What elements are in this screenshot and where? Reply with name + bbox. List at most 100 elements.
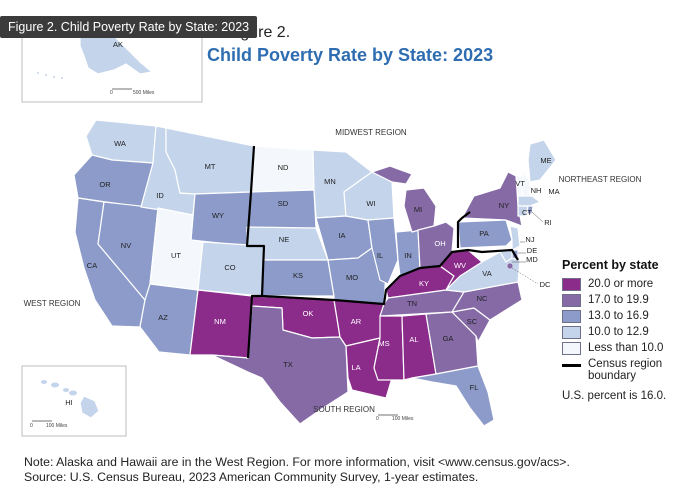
state-dc [506, 262, 514, 270]
state-tx [211, 305, 349, 425]
region-boundary-west [245, 145, 266, 359]
state-label-id: ID [156, 191, 164, 200]
state-label-wv: WV [454, 261, 466, 270]
state-ma [517, 195, 541, 207]
state-label-ar: AR [351, 317, 362, 326]
region-boundary-south [261, 248, 519, 306]
state-label-mi: MI [414, 205, 422, 214]
state-label-vt: VT [515, 179, 525, 188]
state-label-dc: DC [540, 280, 551, 289]
state-label-la: LA [351, 363, 360, 372]
figure-title: Child Poverty Rate by State: 2023 [207, 45, 494, 65]
state-label-ga: GA [443, 334, 454, 343]
state-label-ri: RI [544, 218, 552, 227]
state-label-pa: PA [479, 229, 488, 238]
state-az [139, 283, 199, 356]
state-label-ky: KY [419, 279, 429, 288]
state-label-va: VA [482, 269, 491, 278]
legend-swatch [562, 277, 581, 291]
state-label-nd: ND [278, 163, 289, 172]
scale-distance-south: 100 Miles [392, 416, 414, 422]
state-label-me: ME [540, 156, 551, 165]
legend-item: 13.0 to 16.9 [562, 308, 687, 324]
state-label-co: CO [224, 263, 235, 272]
hawaii-inset: HI 0 100 Miles [21, 365, 127, 437]
state-label-ak: AK [113, 40, 123, 49]
legend-item: 10.0 to 12.9 [562, 324, 687, 340]
state-label-de: DE [527, 246, 537, 255]
figure-tooltip: Figure 2. Child Poverty Rate by State: 2… [0, 16, 258, 38]
state-label-in: IN [404, 251, 412, 260]
state-label-ms: MS [378, 339, 389, 348]
state-label-ks: KS [293, 271, 303, 280]
legend-swatch [562, 325, 581, 339]
state-label-sc: SC [467, 317, 478, 326]
state-il [367, 217, 399, 285]
legend-label: 10.0 to 12.9 [588, 326, 649, 338]
state-label-nc: NC [477, 294, 488, 303]
legend-swatch [562, 309, 581, 323]
state-label-fl: FL [470, 383, 479, 392]
state-label-al: AL [409, 335, 418, 344]
state-label-nh: NH [531, 186, 542, 195]
legend-label: 17.0 to 19.9 [588, 294, 649, 306]
state-label-nv: NV [121, 241, 131, 250]
note-line: Note: Alaska and Hawaii are in the West … [24, 455, 570, 469]
region-label-northeast: NORTHEAST REGION [559, 175, 642, 184]
state-label-mn: MN [324, 177, 336, 186]
state-label-sd: SD [278, 199, 289, 208]
state-nj [509, 225, 521, 251]
legend-item: 17.0 to 19.9 [562, 292, 687, 308]
state-label-md: MD [526, 255, 538, 264]
legend-title: Percent by state [562, 258, 659, 272]
state-label-mt: MT [205, 162, 216, 171]
state-label-wy: WY [212, 211, 224, 220]
leader-lines [511, 211, 544, 285]
legend-swatch [562, 341, 581, 355]
state-label-nm: NM [214, 317, 226, 326]
legend-item: Less than 10.0 [562, 340, 687, 356]
state-labels: WA OR CA NV ID MT WY UT CO AZ NM ND SD N… [87, 139, 560, 392]
state-label-ut: UT [171, 251, 181, 260]
legend-item: 20.0 or more [562, 276, 687, 292]
state-label-or: OR [99, 180, 111, 189]
state-mo [327, 247, 387, 305]
region-label-midwest-1: MIDWEST REGION [335, 128, 407, 137]
state-mt [165, 127, 255, 195]
scale-zero-south: 0 [376, 416, 379, 422]
region-boundary-northeast [456, 211, 471, 248]
state-ny [461, 171, 523, 227]
state-label-ia: IA [338, 231, 345, 240]
legend: Percent by state 20.0 or more 17.0 to 19… [562, 258, 687, 402]
state-label-nj: NJ [525, 235, 534, 244]
state-label-ok: OK [303, 309, 314, 318]
state-ri [526, 205, 534, 215]
source-line: Source: U.S. Census Bureau, 2023 America… [24, 470, 479, 484]
region-label-south: SOUTH REGION [313, 405, 375, 414]
legend-boundary: Census region boundary [562, 358, 687, 382]
state-me [527, 139, 557, 183]
legend-boundary-label: Census region boundary [588, 358, 663, 382]
scale-distance-hi: 100 Miles [46, 423, 68, 429]
state-ga [425, 311, 479, 375]
state-label-hi: HI [65, 398, 73, 407]
legend-swatch [562, 293, 581, 307]
state-ak [79, 33, 153, 75]
legend-label: Less than 10.0 [588, 342, 664, 354]
notes: Note: Alaska and Hawaii are in the West … [24, 455, 570, 485]
state-label-az: AZ [158, 313, 168, 322]
scale-distance-ak: 500 Miles [133, 90, 155, 96]
state-label-ma: MA [548, 187, 559, 196]
state-label-il: IL [377, 251, 383, 260]
state-fl [411, 365, 495, 427]
state-label-tn: TN [407, 299, 417, 308]
state-label-ne: NE [279, 235, 289, 244]
state-label-ca: CA [87, 261, 97, 270]
us-percent-note: U.S. percent is 16.0. [562, 390, 667, 402]
boundary-line-icon [562, 364, 581, 367]
region-label-west: WEST REGION [24, 299, 81, 308]
state-label-ny: NY [499, 201, 509, 210]
scale-zero-ak: 0 [110, 90, 113, 96]
scale-zero-hi: 0 [30, 423, 33, 429]
legend-label: 20.0 or more [588, 278, 654, 290]
